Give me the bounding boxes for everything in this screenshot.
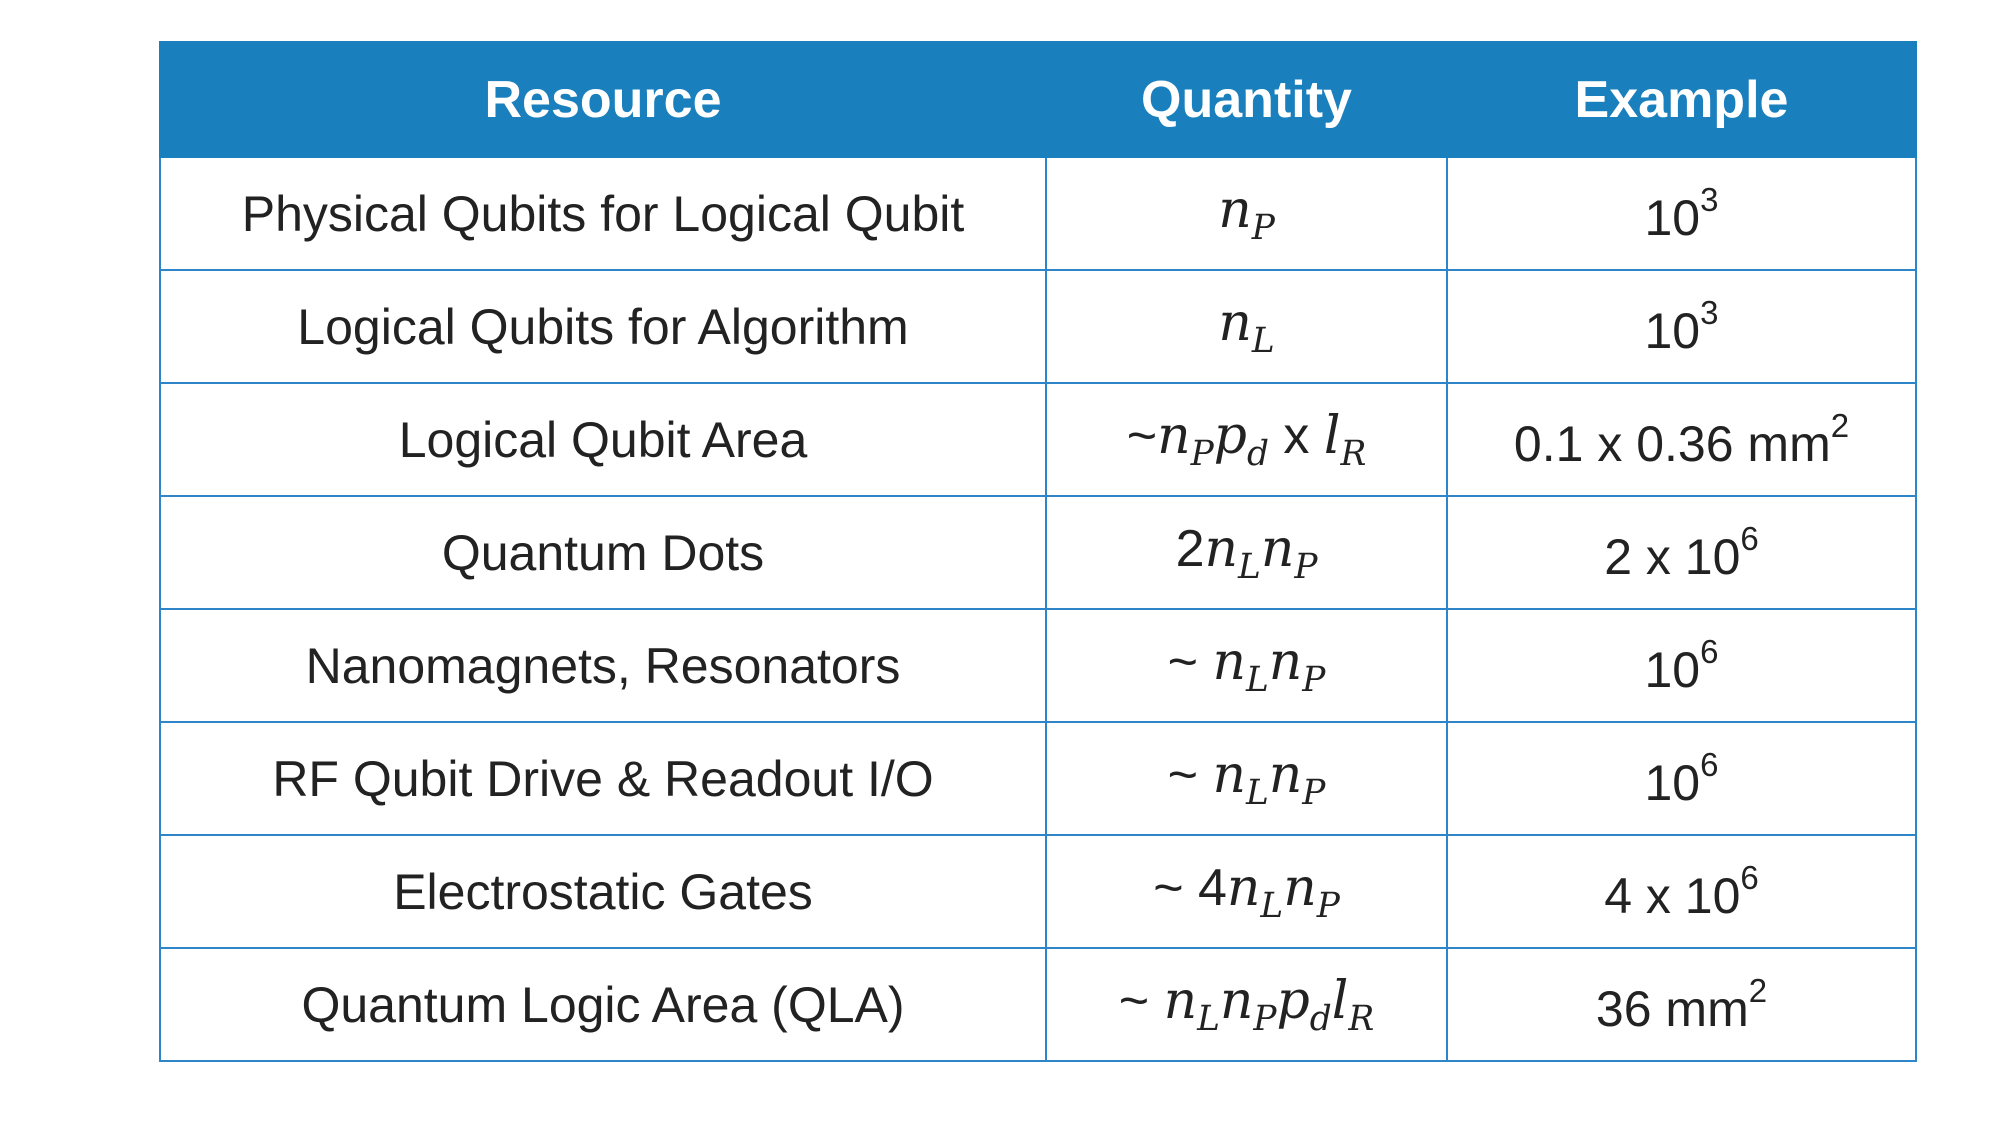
header-quantity: Quantity bbox=[1045, 41, 1448, 158]
example-exponent: 6 bbox=[1740, 519, 1759, 557]
math-subscript: L bbox=[1245, 772, 1269, 813]
math-subscript: L bbox=[1260, 885, 1284, 926]
example-exponent: 6 bbox=[1700, 745, 1719, 783]
math-symbol: n bbox=[1163, 970, 1198, 1031]
math-symbol: l bbox=[1331, 970, 1349, 1031]
quantity-cell: nP bbox=[1045, 156, 1448, 271]
math-subscript: P bbox=[1190, 433, 1214, 474]
math-symbol: p bbox=[1213, 405, 1247, 466]
resource-cell: Electrostatic Gates bbox=[159, 834, 1047, 949]
math-symbol: n bbox=[1212, 631, 1246, 692]
resource-cell: Logical Qubit Area bbox=[159, 382, 1047, 497]
example-cell: 103 bbox=[1446, 269, 1917, 384]
quantity-cell: ~ nLnP bbox=[1045, 608, 1448, 723]
math-subscript: L bbox=[1238, 546, 1261, 587]
math-subscript: P bbox=[1302, 772, 1326, 813]
header-row: Resource Quantity Example bbox=[159, 41, 1917, 158]
math-subscript: R bbox=[1340, 433, 1367, 474]
table-row: Electrostatic Gates ~ 4nLnP 4 x 106 bbox=[159, 834, 1917, 949]
example-exponent: 2 bbox=[1748, 971, 1768, 1009]
table-row: RF Qubit Drive & Readout I/O ~ nLnP 106 bbox=[159, 721, 1917, 836]
math-subscript: P bbox=[1302, 659, 1326, 700]
math-subscript: d bbox=[1309, 998, 1332, 1039]
math-subscript: P bbox=[1316, 885, 1340, 926]
resource-cell: Quantum Logic Area (QLA) bbox=[159, 947, 1047, 1062]
example-base: 10 bbox=[1644, 754, 1701, 811]
example-exponent: 3 bbox=[1700, 180, 1719, 218]
example-cell: 0.1 x 0.36 mm2 bbox=[1446, 382, 1917, 497]
math-subscript: L bbox=[1251, 320, 1275, 361]
example-cell: 4 x 106 bbox=[1446, 834, 1917, 949]
table-row: Logical Qubits for Algorithm nL 103 bbox=[159, 269, 1917, 384]
math-subscript: L bbox=[1245, 659, 1269, 700]
math-subscript: P bbox=[1251, 207, 1275, 248]
example-base: 2 x 10 bbox=[1604, 528, 1741, 585]
math-prefix: ~ bbox=[1118, 971, 1164, 1030]
math-symbol: n bbox=[1268, 744, 1303, 805]
math-symbol: n bbox=[1226, 857, 1261, 918]
math-symbol: n bbox=[1219, 970, 1254, 1031]
quantity-cell: nL bbox=[1045, 269, 1448, 384]
math-symbol: n bbox=[1212, 744, 1246, 805]
example-exponent: 2 bbox=[1830, 406, 1850, 444]
resource-cell: Physical Qubits for Logical Qubit bbox=[159, 156, 1047, 271]
math-prefix: ~ bbox=[1167, 745, 1213, 804]
math-prefix: ~ bbox=[1126, 406, 1158, 465]
resource-cell: RF Qubit Drive & Readout I/O bbox=[159, 721, 1047, 836]
math-symbol: n bbox=[1204, 518, 1239, 579]
example-exponent: 3 bbox=[1700, 293, 1719, 331]
math-prefix: 2 bbox=[1175, 519, 1205, 578]
example-base: 0.1 x 0.36 mm bbox=[1513, 415, 1831, 472]
header-resource: Resource bbox=[159, 41, 1047, 158]
quantity-cell: ~ nLnP bbox=[1045, 721, 1448, 836]
table-row: Quantum Logic Area (QLA) ~ nLnPpdlR 36 m… bbox=[159, 947, 1917, 1062]
quantity-cell: ~ 4nLnP bbox=[1045, 834, 1448, 949]
example-cell: 106 bbox=[1446, 608, 1917, 723]
math-symbol: l bbox=[1323, 405, 1341, 466]
quantity-cell: ~ nLnPpdlR bbox=[1045, 947, 1448, 1062]
math-subscript: P bbox=[1294, 546, 1318, 587]
example-cell: 103 bbox=[1446, 156, 1917, 271]
math-symbol: p bbox=[1276, 970, 1310, 1031]
example-base: 36 mm bbox=[1595, 980, 1749, 1037]
math-symbol: n bbox=[1218, 179, 1252, 240]
example-exponent: 6 bbox=[1740, 858, 1759, 896]
example-cell: 2 x 106 bbox=[1446, 495, 1917, 610]
table-row: Logical Qubit Area ~nPpd x lR 0.1 x 0.36… bbox=[159, 382, 1917, 497]
resource-cell: Nanomagnets, Resonators bbox=[159, 608, 1047, 723]
math-symbol: n bbox=[1268, 631, 1303, 692]
resource-table: Resource Quantity Example Physical Qubit… bbox=[159, 41, 1917, 1062]
math-prefix: ~ 4 bbox=[1153, 858, 1227, 917]
math-subscript: P bbox=[1253, 998, 1277, 1039]
math-operator: x bbox=[1268, 406, 1324, 465]
math-symbol: n bbox=[1218, 292, 1252, 353]
resource-cell: Logical Qubits for Algorithm bbox=[159, 269, 1047, 384]
math-subscript: L bbox=[1197, 998, 1220, 1039]
math-symbol: n bbox=[1157, 405, 1191, 466]
math-prefix: ~ bbox=[1167, 632, 1213, 691]
example-exponent: 6 bbox=[1700, 632, 1719, 670]
math-subscript: R bbox=[1348, 998, 1375, 1039]
example-cell: 36 mm2 bbox=[1446, 947, 1917, 1062]
table-row: Nanomagnets, Resonators ~ nLnP 106 bbox=[159, 608, 1917, 723]
example-base: 10 bbox=[1644, 189, 1701, 246]
example-cell: 106 bbox=[1446, 721, 1917, 836]
quantity-cell: 2nLnP bbox=[1045, 495, 1448, 610]
example-base: 10 bbox=[1644, 302, 1701, 359]
math-symbol: n bbox=[1283, 857, 1317, 918]
quantity-cell: ~nPpd x lR bbox=[1045, 382, 1448, 497]
resource-cell: Quantum Dots bbox=[159, 495, 1047, 610]
example-base: 4 x 10 bbox=[1604, 867, 1741, 924]
table-row: Physical Qubits for Logical Qubit nP 103 bbox=[159, 156, 1917, 271]
header-example: Example bbox=[1446, 41, 1917, 158]
math-subscript: d bbox=[1246, 433, 1269, 474]
table-row: Quantum Dots 2nLnP 2 x 106 bbox=[159, 495, 1917, 610]
math-symbol: n bbox=[1260, 518, 1295, 579]
example-base: 10 bbox=[1644, 641, 1701, 698]
